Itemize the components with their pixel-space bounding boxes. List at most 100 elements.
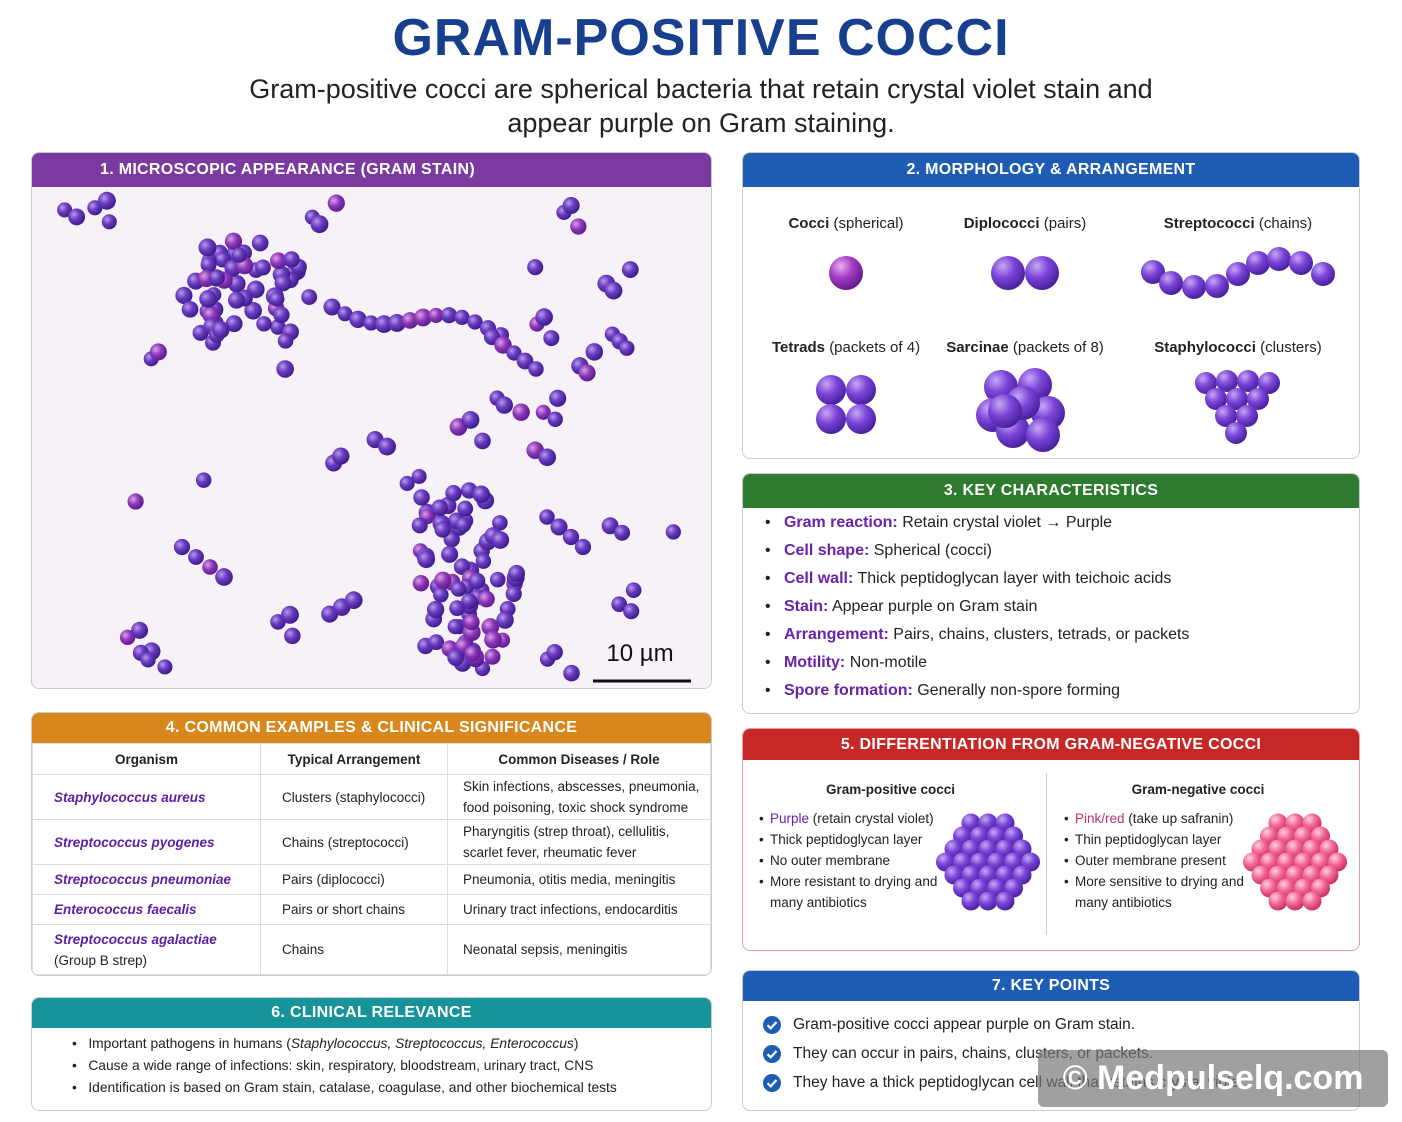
cell (1226, 262, 1250, 286)
cell (199, 290, 217, 308)
morph-label: Streptococci (chains) (1128, 215, 1348, 232)
cell (665, 524, 681, 540)
check-mark (766, 1050, 778, 1059)
cell (323, 298, 341, 316)
cell (816, 404, 846, 434)
examples-table: Organism Typical Arrangement Common Diseas… (32, 743, 711, 975)
cell (508, 564, 526, 582)
cell (434, 571, 452, 589)
morph-name: Tetrads (771, 339, 826, 356)
cell (256, 316, 272, 332)
characteristics-panel: 3. KEY CHARACTERISTICS • Gram reaction: … (742, 473, 1360, 714)
panel-header: 2. MORPHOLOGY & ARRANGEMENT (743, 153, 1359, 187)
char-text: Generally non-spore forming (917, 682, 1121, 699)
diseases: Urinary tract infections, endocarditis (447, 894, 711, 925)
cell (604, 281, 623, 300)
cell (625, 582, 642, 599)
cell (274, 274, 292, 292)
organism: Streptococcus pyogenes (54, 834, 215, 850)
cell (175, 286, 193, 305)
cell (1195, 372, 1217, 394)
diff-text: Thin peptidoglycan layer (1075, 832, 1222, 847)
cell (528, 361, 544, 377)
clinical-after: ) (573, 1036, 579, 1051)
panel-header: 3. KEY CHARACTERISTICS (743, 474, 1359, 508)
check-mark (766, 1079, 778, 1088)
diff-text: Thick peptidoglycan layer (770, 832, 923, 847)
cell (492, 515, 508, 531)
cell (431, 499, 449, 517)
cell (344, 591, 363, 610)
cell (1246, 251, 1270, 275)
cell (1141, 260, 1165, 284)
microscopy-panel: 1. MICROSCOPIC APPEARANCE (GRAM STAIN) 1… (31, 152, 712, 689)
morph-name: Diplococci (963, 215, 1040, 232)
cell (188, 549, 204, 565)
panel-header: 6. CLINICAL RELEVANCE (32, 998, 711, 1028)
clinical-text: Identification is based on Gram stain, c… (88, 1080, 617, 1095)
cell (527, 259, 544, 276)
cell (412, 574, 430, 592)
cell (401, 312, 419, 329)
panel-header: 5. DIFFERENTIATION FROM GRAM-NEGATIVE CO… (743, 729, 1359, 760)
divider (1046, 773, 1047, 935)
cell (978, 891, 998, 911)
cell (337, 306, 353, 322)
cell (539, 509, 555, 525)
cell (1026, 418, 1060, 452)
organism: Streptococcus pneumoniae (54, 872, 232, 887)
cell (181, 300, 199, 318)
morphology-icons (816, 247, 1335, 452)
char-label: Spore formation: (783, 682, 913, 699)
cell (269, 291, 285, 307)
panel-header: 1. MICROSCOPIC APPEARANCE (GRAM STAIN) (32, 153, 711, 187)
diff-item: Pink/red (take up safranin) (1064, 808, 1255, 829)
cell (327, 194, 345, 212)
clinical-text: Important pathogens in humans ( (88, 1036, 291, 1051)
cell (440, 307, 458, 324)
differentiation-icons (936, 813, 1347, 911)
diff-text: (retain crystal violet) (812, 811, 934, 826)
cell (829, 256, 863, 290)
morphology-panel: 2. MORPHOLOGY & ARRANGEMENT Cocci (spher… (742, 152, 1360, 459)
table-row: Streptococcus pyogenes Chains (streptococ… (32, 819, 711, 865)
cell (450, 581, 467, 597)
table-row: Enterococcus faecalis Pairs or short chai… (32, 894, 711, 925)
cell (157, 659, 173, 675)
cell (461, 411, 480, 429)
check-icon (763, 1074, 781, 1092)
cell (546, 643, 563, 661)
organism-cell: Streptococcus pyogenes (32, 819, 261, 865)
diff-text: Outer membrane present (1075, 853, 1226, 868)
cell (332, 447, 350, 465)
clinical-item: • Cause a wide range of infections: skin… (72, 1058, 594, 1073)
cell (434, 521, 451, 538)
arrangement: Pairs or short chains (260, 894, 448, 925)
cell (68, 208, 86, 226)
diseases: Skin infections, abscesses, pneumonia, f… (447, 774, 711, 820)
organism: Streptococcus agalactiae (54, 931, 217, 947)
cell (512, 403, 530, 421)
char-label: Motility: (783, 654, 846, 671)
char-text: Appear purple on Gram stain (831, 598, 1038, 615)
cell (1267, 247, 1291, 271)
cell (1215, 405, 1237, 427)
characteristic: • Stain: Appear purple on Gram stain (765, 598, 1038, 615)
morph-name: Cocci (788, 215, 830, 232)
cell (468, 572, 486, 590)
cell (375, 315, 393, 333)
cell (543, 330, 560, 347)
cell (472, 485, 491, 504)
cell (455, 517, 472, 533)
cell (846, 404, 876, 434)
cell (478, 590, 495, 608)
cell (1025, 256, 1059, 290)
check-circle (763, 1016, 781, 1034)
cell (489, 571, 506, 588)
morph-desc: (pairs) (1043, 215, 1087, 232)
cell (1247, 388, 1269, 410)
cell (211, 321, 230, 339)
cell (414, 308, 432, 327)
diff-heading: Gram-negative cocci (1131, 782, 1265, 797)
